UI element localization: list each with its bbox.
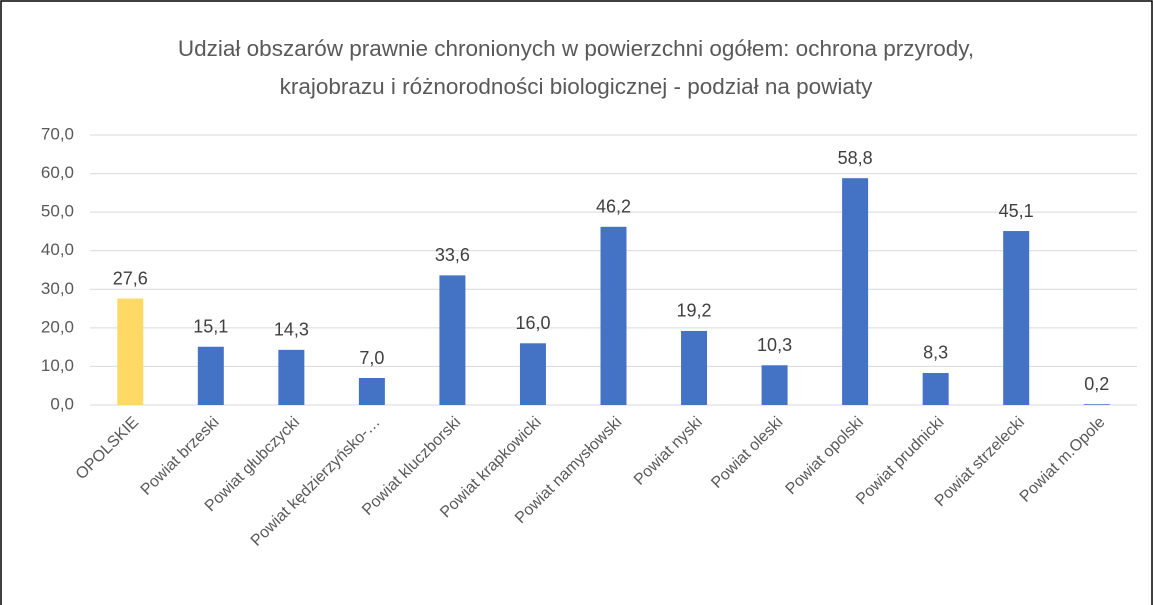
value-label: 46,2 xyxy=(596,197,631,217)
bar xyxy=(600,226,627,405)
bar xyxy=(278,349,305,405)
bar xyxy=(197,346,224,405)
x-tick-label: Powiat oleski xyxy=(708,414,786,492)
bar xyxy=(519,343,546,405)
bar xyxy=(117,298,144,405)
value-label: 7,0 xyxy=(359,348,384,368)
bar xyxy=(1083,404,1110,405)
y-tick-label: 60,0 xyxy=(41,163,74,182)
bar xyxy=(1003,231,1030,405)
value-label: 10,3 xyxy=(757,335,792,355)
chart-title: Udział obszarów prawnie chronionych w po… xyxy=(177,36,975,99)
x-tick-label: Powiat nyski xyxy=(631,414,706,489)
y-tick-label: 40,0 xyxy=(41,240,74,259)
x-tick-label: Powiat prudnicki xyxy=(853,414,947,508)
x-tick-label: OPOLSKIE xyxy=(73,414,142,483)
y-tick-label: 20,0 xyxy=(41,317,74,336)
value-label: 58,8 xyxy=(838,148,873,168)
value-label: 0,2 xyxy=(1084,374,1109,394)
value-label: 8,3 xyxy=(923,343,948,363)
y-tick-label: 30,0 xyxy=(41,279,74,298)
bar xyxy=(922,372,949,405)
bar xyxy=(439,275,466,405)
bar xyxy=(681,330,708,405)
value-label: 45,1 xyxy=(999,201,1034,221)
x-tick-label: Powiat brzeski xyxy=(138,414,223,499)
y-tick-label: 50,0 xyxy=(41,202,74,221)
value-label: 19,2 xyxy=(677,301,712,321)
value-label: 27,6 xyxy=(113,268,148,288)
bar xyxy=(842,178,869,405)
x-tick-label: Powiat m.Opole xyxy=(1017,414,1109,506)
y-tick-label: 70,0 xyxy=(41,124,74,143)
y-tick-label: 0,0 xyxy=(50,394,74,413)
value-label: 16,0 xyxy=(515,313,550,333)
value-label: 14,3 xyxy=(274,320,309,340)
x-tick-label: Powiat strzelecki xyxy=(932,414,1028,510)
value-label: 15,1 xyxy=(193,317,228,337)
x-tick-label: Powiat opolski xyxy=(783,414,867,498)
y-tick-label: 10,0 xyxy=(41,356,74,375)
x-tick-label: Powiat kędzierzyńsko-… xyxy=(248,414,384,550)
value-label: 33,6 xyxy=(435,245,470,265)
bar xyxy=(761,365,788,405)
bar xyxy=(358,378,385,405)
